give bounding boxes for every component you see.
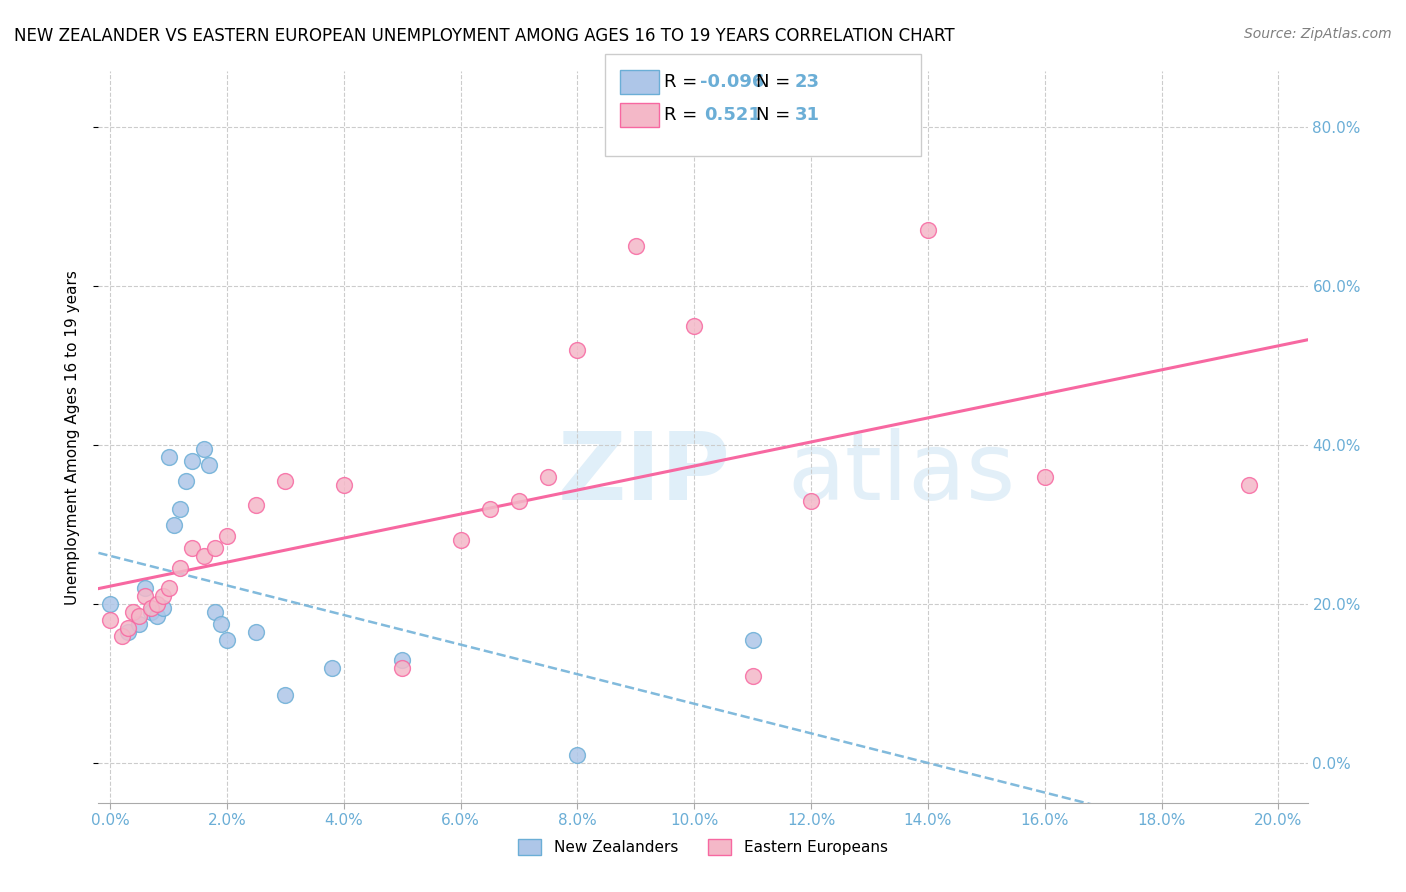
Point (683, 318, 706, 333)
Text: N =: N = (756, 73, 796, 91)
Point (152, 601, 174, 615)
Point (163, 517, 186, 532)
Point (193, 549, 215, 564)
Point (98, 613, 121, 627)
Point (180, 541, 202, 556)
Point (215, 632, 238, 647)
Point (245, 624, 267, 639)
Point (624, 239, 647, 253)
Point (391, 653, 413, 667)
Point (174, 474, 197, 488)
Text: 23: 23 (794, 73, 820, 91)
Point (169, 501, 191, 516)
Point (1237, 477, 1260, 491)
Point (391, 660, 413, 674)
Point (128, 609, 150, 624)
Text: Source: ZipAtlas.com: Source: ZipAtlas.com (1244, 27, 1392, 41)
Point (537, 470, 560, 484)
Point (478, 501, 501, 516)
Point (274, 474, 297, 488)
Point (450, 533, 472, 548)
Point (198, 458, 221, 472)
Point (193, 442, 215, 456)
Point (139, 605, 162, 619)
Text: 31: 31 (794, 106, 820, 124)
Point (204, 541, 226, 556)
Point (180, 454, 202, 468)
Point (332, 477, 354, 491)
Point (917, 223, 939, 237)
Point (567, 748, 589, 763)
Text: 0.521: 0.521 (704, 106, 761, 124)
Point (146, 597, 169, 611)
Point (139, 601, 162, 615)
Point (1033, 470, 1056, 484)
Point (741, 668, 763, 682)
Point (152, 589, 174, 603)
Point (157, 581, 180, 595)
Point (209, 616, 232, 631)
Point (157, 450, 180, 464)
Point (128, 616, 150, 631)
Point (204, 605, 226, 619)
Text: N =: N = (756, 106, 796, 124)
Text: -0.096: -0.096 (700, 73, 765, 91)
Text: ZIP: ZIP (558, 427, 731, 520)
Point (134, 581, 156, 595)
Point (98, 597, 121, 611)
Legend: New Zealanders, Eastern Europeans: New Zealanders, Eastern Europeans (512, 833, 894, 861)
Text: R =: R = (664, 73, 703, 91)
Text: atlas: atlas (787, 427, 1017, 520)
Text: R =: R = (664, 106, 709, 124)
Point (321, 660, 343, 674)
Point (169, 561, 191, 575)
Y-axis label: Unemployment Among Ages 16 to 19 years: Unemployment Among Ages 16 to 19 years (65, 269, 80, 605)
Point (215, 529, 238, 543)
Point (741, 632, 763, 647)
Text: NEW ZEALANDER VS EASTERN EUROPEAN UNEMPLOYMENT AMONG AGES 16 TO 19 YEARS CORRELA: NEW ZEALANDER VS EASTERN EUROPEAN UNEMPL… (14, 27, 955, 45)
Point (111, 629, 134, 643)
Point (567, 343, 589, 357)
Point (117, 624, 139, 639)
Point (146, 609, 169, 624)
Point (274, 689, 297, 703)
Point (122, 605, 145, 619)
Point (117, 621, 139, 635)
Point (508, 493, 530, 508)
Point (245, 498, 267, 512)
Point (134, 589, 156, 603)
Point (800, 493, 823, 508)
